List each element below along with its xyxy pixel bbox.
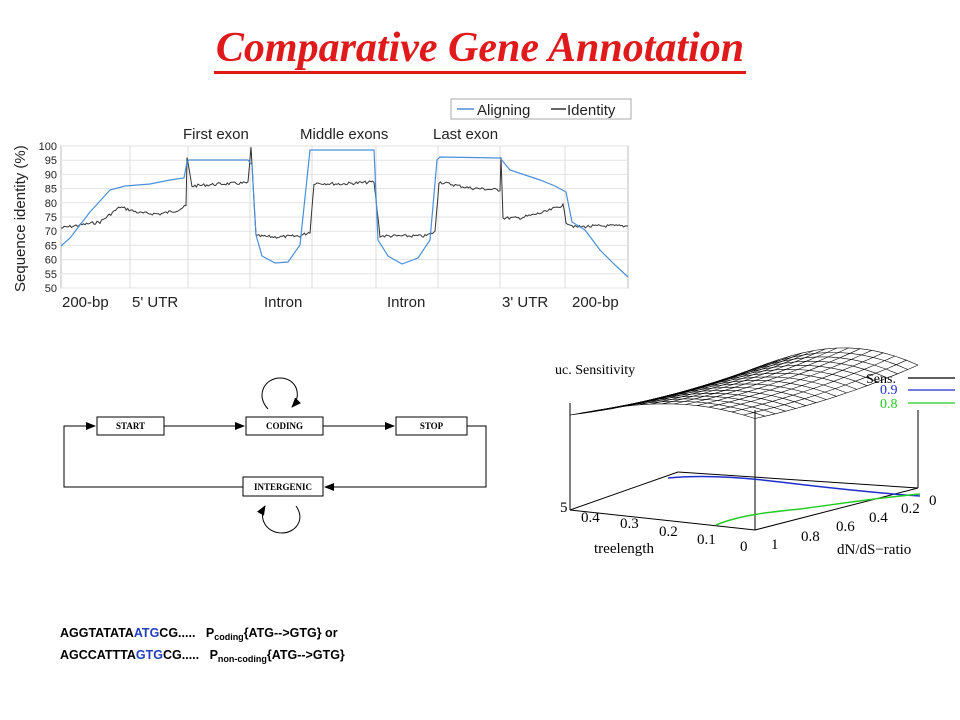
- state-intergenic-label: INTERGENIC: [254, 482, 312, 492]
- mesh-line: [600, 395, 786, 412]
- sequence-annotation: AGGTATATAATGCG..... Pcoding{ATG-->GTG} o…: [60, 624, 345, 668]
- y-axis-label: dN/dS−ratio: [837, 542, 911, 558]
- y-tick-1: 0.8: [801, 529, 820, 545]
- label-first-exon: First exon: [183, 126, 249, 143]
- label-200bp-left: 200-bp: [62, 294, 109, 311]
- mesh-line: [671, 372, 858, 396]
- y-tick-label: 90: [45, 169, 57, 181]
- label-200bp-right: 200-bp: [572, 294, 619, 311]
- seq1-suffix: CG.....: [159, 626, 196, 640]
- y-tick-0: 1: [771, 537, 779, 553]
- label-middle-exons: Middle exons: [300, 126, 388, 143]
- legend-aligning-label: Aligning: [477, 102, 530, 119]
- x-tick-0: 5: [560, 500, 568, 516]
- mesh-line: [720, 352, 884, 410]
- label-last-exon: Last exon: [433, 126, 498, 143]
- y-tick-label: 95: [45, 155, 57, 167]
- seq1-codon: ATG: [133, 626, 160, 640]
- chart-ylabel: Sequence identity (%): [12, 145, 29, 292]
- seq1-p: P: [205, 626, 215, 640]
- surface-title: uc. Sensitivity: [555, 363, 635, 378]
- mesh-line: [754, 364, 919, 419]
- mesh-line: [708, 350, 872, 408]
- surface-mesh: [569, 347, 919, 419]
- y-tick-label: 60: [45, 255, 57, 267]
- surface-box-frame: [569, 403, 919, 531]
- seq2-subscript: non-coding: [217, 654, 267, 664]
- page-title: Comparative Gene Annotation: [0, 24, 960, 74]
- y-tick-label: 55: [45, 269, 57, 281]
- label-5utr: 5' UTR: [132, 294, 178, 311]
- legend-identity-label: Identity: [567, 102, 616, 119]
- self-loop-intergenic: [257, 505, 301, 534]
- alignment-chart: Aligning Identity First exon Middle exon…: [12, 98, 632, 311]
- surface-legend-09: 0.9: [880, 383, 898, 398]
- mesh-line: [674, 347, 838, 405]
- seq1-prefix: AGGTATATA: [60, 626, 134, 640]
- y-tick-label: 50: [45, 283, 57, 295]
- x-tick-4: 0.1: [697, 532, 716, 548]
- label-intron-2: Intron: [387, 294, 425, 311]
- y-tick-2: 0.6: [836, 519, 855, 535]
- sequence-line-2: AGCCATTTAGTGCG..... Pnon-coding{ATG-->GT…: [60, 646, 345, 668]
- mesh-line: [732, 347, 919, 378]
- mesh-line: [697, 348, 861, 406]
- mesh-line: [731, 355, 896, 413]
- state-stop-label: STOP: [420, 421, 444, 431]
- y-tick-label: 85: [45, 184, 57, 196]
- y-ticks: 100 95 90 85 80 75 70 65 60 55 50: [39, 141, 628, 295]
- seq2-expr: {ATG-->GTG}: [266, 648, 345, 662]
- y-tick-label: 75: [45, 212, 57, 224]
- seq1-expr: {ATG-->GTG} or: [243, 626, 338, 640]
- sequence-line-1: AGGTATATAATGCG..... Pcoding{ATG-->GTG} o…: [60, 624, 345, 646]
- y-tick-label: 70: [45, 226, 57, 238]
- state-start-label: START: [116, 421, 145, 431]
- seq2-codon: GTG: [135, 648, 164, 662]
- y-tick-label: 65: [45, 240, 57, 252]
- x-tick-3: 0.2: [659, 524, 678, 540]
- identity-series-line: [61, 147, 628, 239]
- y-tick-3: 0.4: [869, 510, 888, 526]
- mesh-line: [581, 372, 745, 414]
- x-tick-5: 0: [740, 539, 748, 555]
- y-tick-5: 0: [929, 493, 937, 509]
- x-tick-2: 0.3: [620, 516, 639, 532]
- state-coding-label: CODING: [266, 421, 303, 431]
- contour-08: [715, 493, 921, 526]
- mesh-line: [569, 376, 734, 416]
- self-loop-coding: [261, 377, 302, 410]
- y-tick-label: 80: [45, 198, 57, 210]
- contour-09: [667, 475, 921, 497]
- seq2-suffix: CG.....: [163, 648, 200, 662]
- seq2-p: P: [209, 648, 218, 662]
- seq1-subscript: coding: [214, 632, 244, 642]
- aligning-series-line: [60, 149, 629, 278]
- mesh-line: [743, 359, 907, 416]
- y-tick-label: 100: [39, 141, 57, 153]
- x-tick-1: 0.4: [581, 510, 600, 526]
- arrow-stop-intergenic: [324, 425, 487, 491]
- y-tick-4: 0.2: [901, 501, 920, 517]
- label-3utr: 3' UTR: [502, 294, 548, 311]
- region-dividers: [129, 146, 566, 288]
- x-axis-label: treelength: [594, 541, 654, 557]
- surface-plot: uc. Sensitivity Sens. 0.9 0.8 5 0.4 0.3 …: [555, 347, 955, 558]
- chart-legend-box: [450, 98, 632, 120]
- state-diagram: START CODING STOP INTERGENIC: [63, 377, 487, 534]
- seq2-prefix: AGCCATTTA: [60, 648, 136, 662]
- arrow-intergenic-start: [63, 422, 243, 488]
- surface-legend-08: 0.8: [880, 397, 898, 412]
- label-intron-1: Intron: [264, 294, 302, 311]
- mesh-line: [685, 347, 849, 405]
